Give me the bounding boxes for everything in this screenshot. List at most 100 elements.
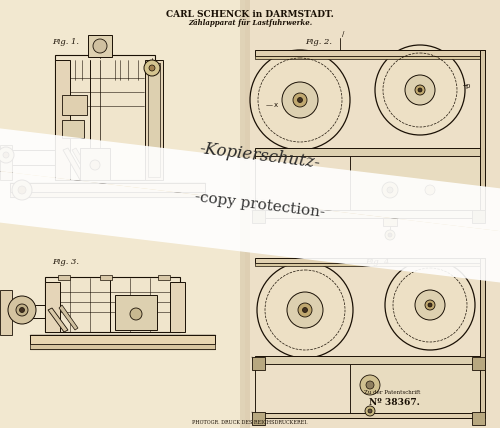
Bar	[255, 356, 485, 364]
Text: PHOTOGR. DRUCK DES REICHSDRUCKEREI.: PHOTOGR. DRUCK DES REICHSDRUCKEREI.	[192, 420, 308, 425]
Circle shape	[90, 160, 100, 170]
Circle shape	[302, 307, 308, 312]
Bar	[62, 120, 84, 138]
Bar	[88, 35, 112, 57]
Text: Zählapparat für Lastfuhrwerke.: Zählapparat für Lastfuhrwerke.	[188, 19, 312, 27]
Polygon shape	[48, 308, 68, 332]
Bar	[255, 156, 485, 211]
Bar	[0, 145, 12, 180]
Circle shape	[257, 262, 353, 358]
Circle shape	[385, 230, 395, 240]
Bar	[30, 344, 215, 349]
Bar	[58, 275, 70, 280]
Circle shape	[0, 147, 14, 163]
Text: -copy protection-: -copy protection-	[194, 190, 326, 220]
Bar	[252, 412, 265, 425]
Circle shape	[365, 406, 375, 416]
Circle shape	[16, 304, 28, 316]
Text: p: p	[465, 83, 469, 89]
Bar	[30, 335, 215, 344]
Bar	[255, 56, 485, 59]
Bar	[10, 183, 205, 192]
Text: Fig. 2.: Fig. 2.	[305, 38, 332, 46]
Text: CARL SCHENCK in DARMSTADT.: CARL SCHENCK in DARMSTADT.	[166, 10, 334, 19]
Bar	[472, 357, 485, 370]
Circle shape	[366, 381, 374, 389]
Circle shape	[415, 290, 445, 320]
Bar	[55, 60, 70, 180]
Circle shape	[387, 187, 393, 193]
Bar	[255, 210, 485, 218]
Text: Fig. 4.: Fig. 4.	[365, 258, 392, 266]
Bar	[350, 156, 485, 211]
Bar	[472, 412, 485, 425]
Bar	[255, 413, 485, 418]
Circle shape	[8, 296, 36, 324]
Text: Fig. 3.: Fig. 3.	[52, 258, 79, 266]
Circle shape	[418, 88, 422, 92]
Bar	[255, 364, 350, 414]
Bar	[252, 357, 265, 370]
Bar	[255, 148, 485, 156]
Bar	[480, 258, 485, 418]
Circle shape	[93, 39, 107, 53]
Circle shape	[375, 45, 465, 135]
Bar	[62, 95, 87, 115]
Text: -Kopierschutz-: -Kopierschutz-	[198, 140, 322, 172]
Circle shape	[144, 60, 160, 76]
Circle shape	[360, 375, 380, 395]
Text: Fig. 1.: Fig. 1.	[52, 38, 79, 46]
Circle shape	[368, 409, 372, 413]
Bar	[100, 275, 112, 280]
Bar	[148, 63, 160, 177]
Circle shape	[282, 82, 318, 118]
Circle shape	[149, 65, 155, 71]
Circle shape	[405, 75, 435, 105]
Circle shape	[287, 292, 323, 328]
Bar	[472, 210, 485, 223]
Circle shape	[298, 303, 312, 317]
Bar	[0, 0, 245, 428]
Circle shape	[3, 152, 9, 158]
Bar	[252, 210, 265, 223]
Circle shape	[130, 308, 142, 320]
Circle shape	[20, 307, 24, 312]
Bar	[158, 275, 170, 280]
Circle shape	[388, 233, 392, 237]
Circle shape	[298, 98, 302, 102]
Bar	[350, 364, 485, 414]
Circle shape	[385, 260, 475, 350]
Bar	[383, 218, 397, 226]
Bar	[145, 60, 163, 180]
Bar	[475, 210, 485, 215]
Bar	[115, 295, 157, 330]
Circle shape	[18, 186, 26, 194]
Bar	[255, 364, 485, 414]
Bar	[0, 290, 12, 335]
Circle shape	[293, 93, 307, 107]
Polygon shape	[59, 305, 78, 330]
Bar	[255, 258, 485, 263]
Polygon shape	[0, 128, 500, 231]
Polygon shape	[63, 148, 85, 180]
Polygon shape	[0, 171, 500, 282]
Circle shape	[12, 180, 32, 200]
Text: Zu der Patentschrift: Zu der Patentschrift	[364, 390, 420, 395]
Bar	[480, 50, 485, 210]
Text: —: —	[266, 102, 273, 108]
Circle shape	[428, 303, 432, 307]
Bar	[240, 0, 250, 428]
Text: x: x	[274, 102, 278, 108]
Bar	[170, 282, 185, 332]
Bar	[245, 0, 500, 428]
Circle shape	[415, 85, 425, 95]
Circle shape	[425, 300, 435, 310]
Bar	[10, 192, 205, 197]
Polygon shape	[72, 148, 90, 174]
Bar	[45, 277, 180, 332]
Circle shape	[382, 182, 398, 198]
Text: /: /	[342, 31, 344, 37]
Bar	[255, 50, 485, 56]
Circle shape	[425, 185, 435, 195]
Bar	[255, 156, 350, 211]
